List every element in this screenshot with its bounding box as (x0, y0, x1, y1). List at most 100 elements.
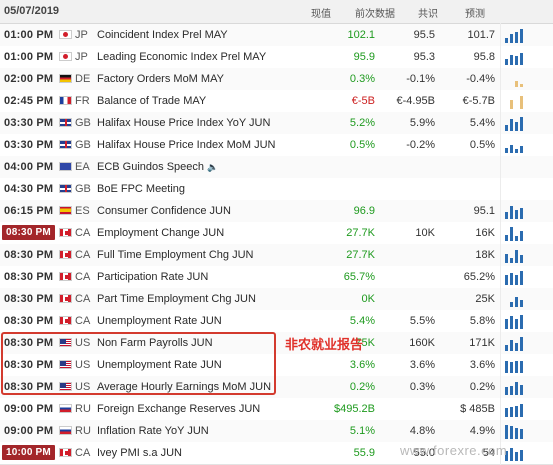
sparkline-bar (505, 148, 508, 153)
event-time: 10:00 PM (2, 445, 55, 460)
event-row[interactable]: 01:00 PM JP Coincident Index Prel MAY 102.1… (0, 24, 553, 47)
gb-flag-icon (59, 118, 72, 127)
history-sparkline-icon[interactable] (505, 137, 527, 153)
history-sparkline-icon[interactable] (505, 115, 527, 131)
event-row[interactable]: 09:00 PM RU Inflation Rate YoY JUN 5.1% 4.8%… (0, 420, 553, 443)
event-row[interactable]: 02:00 PM DE Factory Orders MoM MAY 0.3% -0.1… (0, 68, 553, 91)
history-sparkline-icon[interactable] (505, 335, 527, 351)
event-name[interactable]: Halifax House Price Index YoY JUN (97, 117, 270, 129)
event-row[interactable]: 01:00 PM JP Leading Economic Index Prel MA… (0, 46, 553, 69)
event-row[interactable]: 08:30 PM CA Full Time Employment Chg JUN 27… (0, 244, 553, 267)
event-row[interactable]: 09:00 PM RU Foreign Exchange Reserves JUN $… (0, 398, 553, 421)
sparkline-bar (515, 122, 518, 131)
event-row[interactable]: 03:30 PM GB Halifax House Price Index YoY … (0, 112, 553, 135)
forecast-value: 5.8% (469, 315, 495, 327)
country-code: GB (75, 139, 91, 151)
history-sparkline-icon[interactable] (505, 379, 527, 395)
event-row[interactable]: 04:30 PM GB BoE FPC Meeting (0, 178, 553, 201)
forecast-value: 95.8 (473, 51, 495, 63)
history-sparkline-icon[interactable] (505, 357, 527, 373)
history-sparkline-icon[interactable] (505, 93, 527, 109)
es-flag-icon (59, 206, 72, 215)
event-name[interactable]: Halifax House Price Index MoM JUN (97, 139, 276, 151)
event-name[interactable]: Inflation Rate YoY JUN (97, 425, 209, 437)
event-name[interactable]: ECB Guindos Speech 🔈 (97, 161, 218, 173)
event-row[interactable]: 10:00 PM CA Ivey PMI s.a JUN 55.9 55.0 54 (0, 442, 553, 465)
history-sparkline-icon[interactable] (505, 225, 527, 241)
event-row[interactable]: 08:30 PM CA Unemployment Rate JUN 5.4% 5.5% 5… (0, 310, 553, 333)
forecast-value: 18K (475, 249, 495, 261)
event-name[interactable]: Non Farm Payrolls JUN (97, 337, 213, 349)
event-row[interactable]: 08:30 PM CA Employment Change JUN 27.7K 10K 1… (0, 222, 553, 245)
event-name[interactable]: Leading Economic Index Prel MAY (97, 51, 266, 63)
history-sparkline-icon[interactable] (505, 159, 527, 175)
history-sparkline-icon[interactable] (505, 313, 527, 329)
consensus-value: 160K (409, 337, 435, 349)
event-name[interactable]: Full Time Employment Chg JUN (97, 249, 254, 261)
event-name-text: Full Time Employment Chg JUN (97, 249, 254, 261)
history-sparkline-icon[interactable] (505, 269, 527, 285)
ca-flag-icon (59, 228, 72, 237)
history-sparkline-icon[interactable] (505, 423, 527, 439)
event-name[interactable]: BoE FPC Meeting (97, 183, 185, 195)
event-name[interactable]: Unemployment Rate JUN (97, 359, 222, 371)
history-sparkline-icon[interactable] (505, 291, 527, 307)
forecast-value: -0.4% (466, 73, 495, 85)
sparkline-bar (520, 361, 523, 373)
history-sparkline-icon[interactable] (505, 247, 527, 263)
event-row[interactable]: 04:00 PM EA ECB Guindos Speech 🔈 (0, 156, 553, 179)
history-sparkline-icon[interactable] (505, 401, 527, 417)
sparkline-bar (515, 32, 518, 43)
sparkline-bar (505, 425, 508, 439)
event-row[interactable]: 08:30 PM CA Participation Rate JUN 65.7% 65.… (0, 266, 553, 289)
event-name-text: Halifax House Price Index YoY JUN (97, 117, 271, 129)
event-row[interactable]: 03:30 PM GB Halifax House Price Index MoM … (0, 134, 553, 157)
country-code: CA (75, 227, 91, 239)
event-name[interactable]: Coincident Index Prel MAY (97, 29, 228, 41)
event-row[interactable]: 06:15 PM ES Consumer Confidence JUN 96.9 95.… (0, 200, 553, 223)
event-time: 04:30 PM (4, 183, 54, 195)
sparkline-bar (520, 429, 523, 439)
event-name[interactable]: Part Time Employment Chg JUN (97, 293, 256, 305)
sparkline-bar (520, 300, 523, 307)
event-name[interactable]: Balance of Trade MAY (97, 95, 206, 107)
sparkline-bar (520, 96, 523, 109)
history-sparkline-icon[interactable] (505, 71, 527, 87)
history-sparkline-icon[interactable] (505, 49, 527, 65)
event-time: 08:30 PM (4, 381, 54, 393)
sparkline-bar (510, 55, 513, 65)
event-row[interactable]: 02:45 PM FR Balance of Trade MAY €-5B €-4.95… (0, 90, 553, 113)
event-time: 08:30 PM (4, 359, 54, 371)
event-name[interactable]: Factory Orders MoM MAY (97, 73, 224, 85)
event-row[interactable]: 08:30 PM CA Part Time Employment Chg JUN 0K… (0, 288, 553, 311)
event-name[interactable]: Ivey PMI s.a JUN (97, 447, 182, 459)
us-flag-icon (59, 338, 72, 347)
history-sparkline-icon[interactable] (505, 445, 527, 461)
consensus-value: 3.6% (409, 359, 435, 371)
jp-flag-icon (59, 52, 72, 61)
history-sparkline-icon[interactable] (505, 203, 527, 219)
event-name[interactable]: Participation Rate JUN (97, 271, 208, 283)
country-code: GB (75, 183, 91, 195)
event-row[interactable]: 08:30 PM US Unemployment Rate JUN 3.6% 3.6% 3… (0, 354, 553, 377)
event-name[interactable]: Unemployment Rate JUN (97, 315, 222, 327)
sparkline-bar (505, 254, 508, 263)
event-name[interactable]: Consumer Confidence JUN (97, 205, 231, 217)
calendar-header: 05/07/2019 现值 前次数据 共识 预测 (0, 0, 553, 24)
history-sparkline-icon[interactable] (505, 181, 527, 197)
event-name-text: Factory Orders MoM MAY (97, 73, 224, 85)
sparkline-bar (515, 343, 518, 351)
forecast-value: 3.6% (469, 359, 495, 371)
event-name[interactable]: Foreign Exchange Reserves JUN (97, 403, 260, 415)
event-time: 08:30 PM (4, 249, 54, 261)
event-name-text: Employment Change JUN (97, 227, 225, 239)
history-sparkline-icon[interactable] (505, 27, 527, 43)
event-name[interactable]: Average Hourly Earnings MoM JUN (97, 381, 271, 393)
event-name[interactable]: Employment Change JUN (97, 227, 224, 239)
sparkline-bar (515, 81, 518, 87)
ea-flag-icon (59, 162, 72, 171)
event-name-text: Ivey PMI s.a JUN (97, 447, 182, 459)
actual-value: 27.7K (346, 227, 375, 239)
country-code: JP (75, 29, 88, 41)
